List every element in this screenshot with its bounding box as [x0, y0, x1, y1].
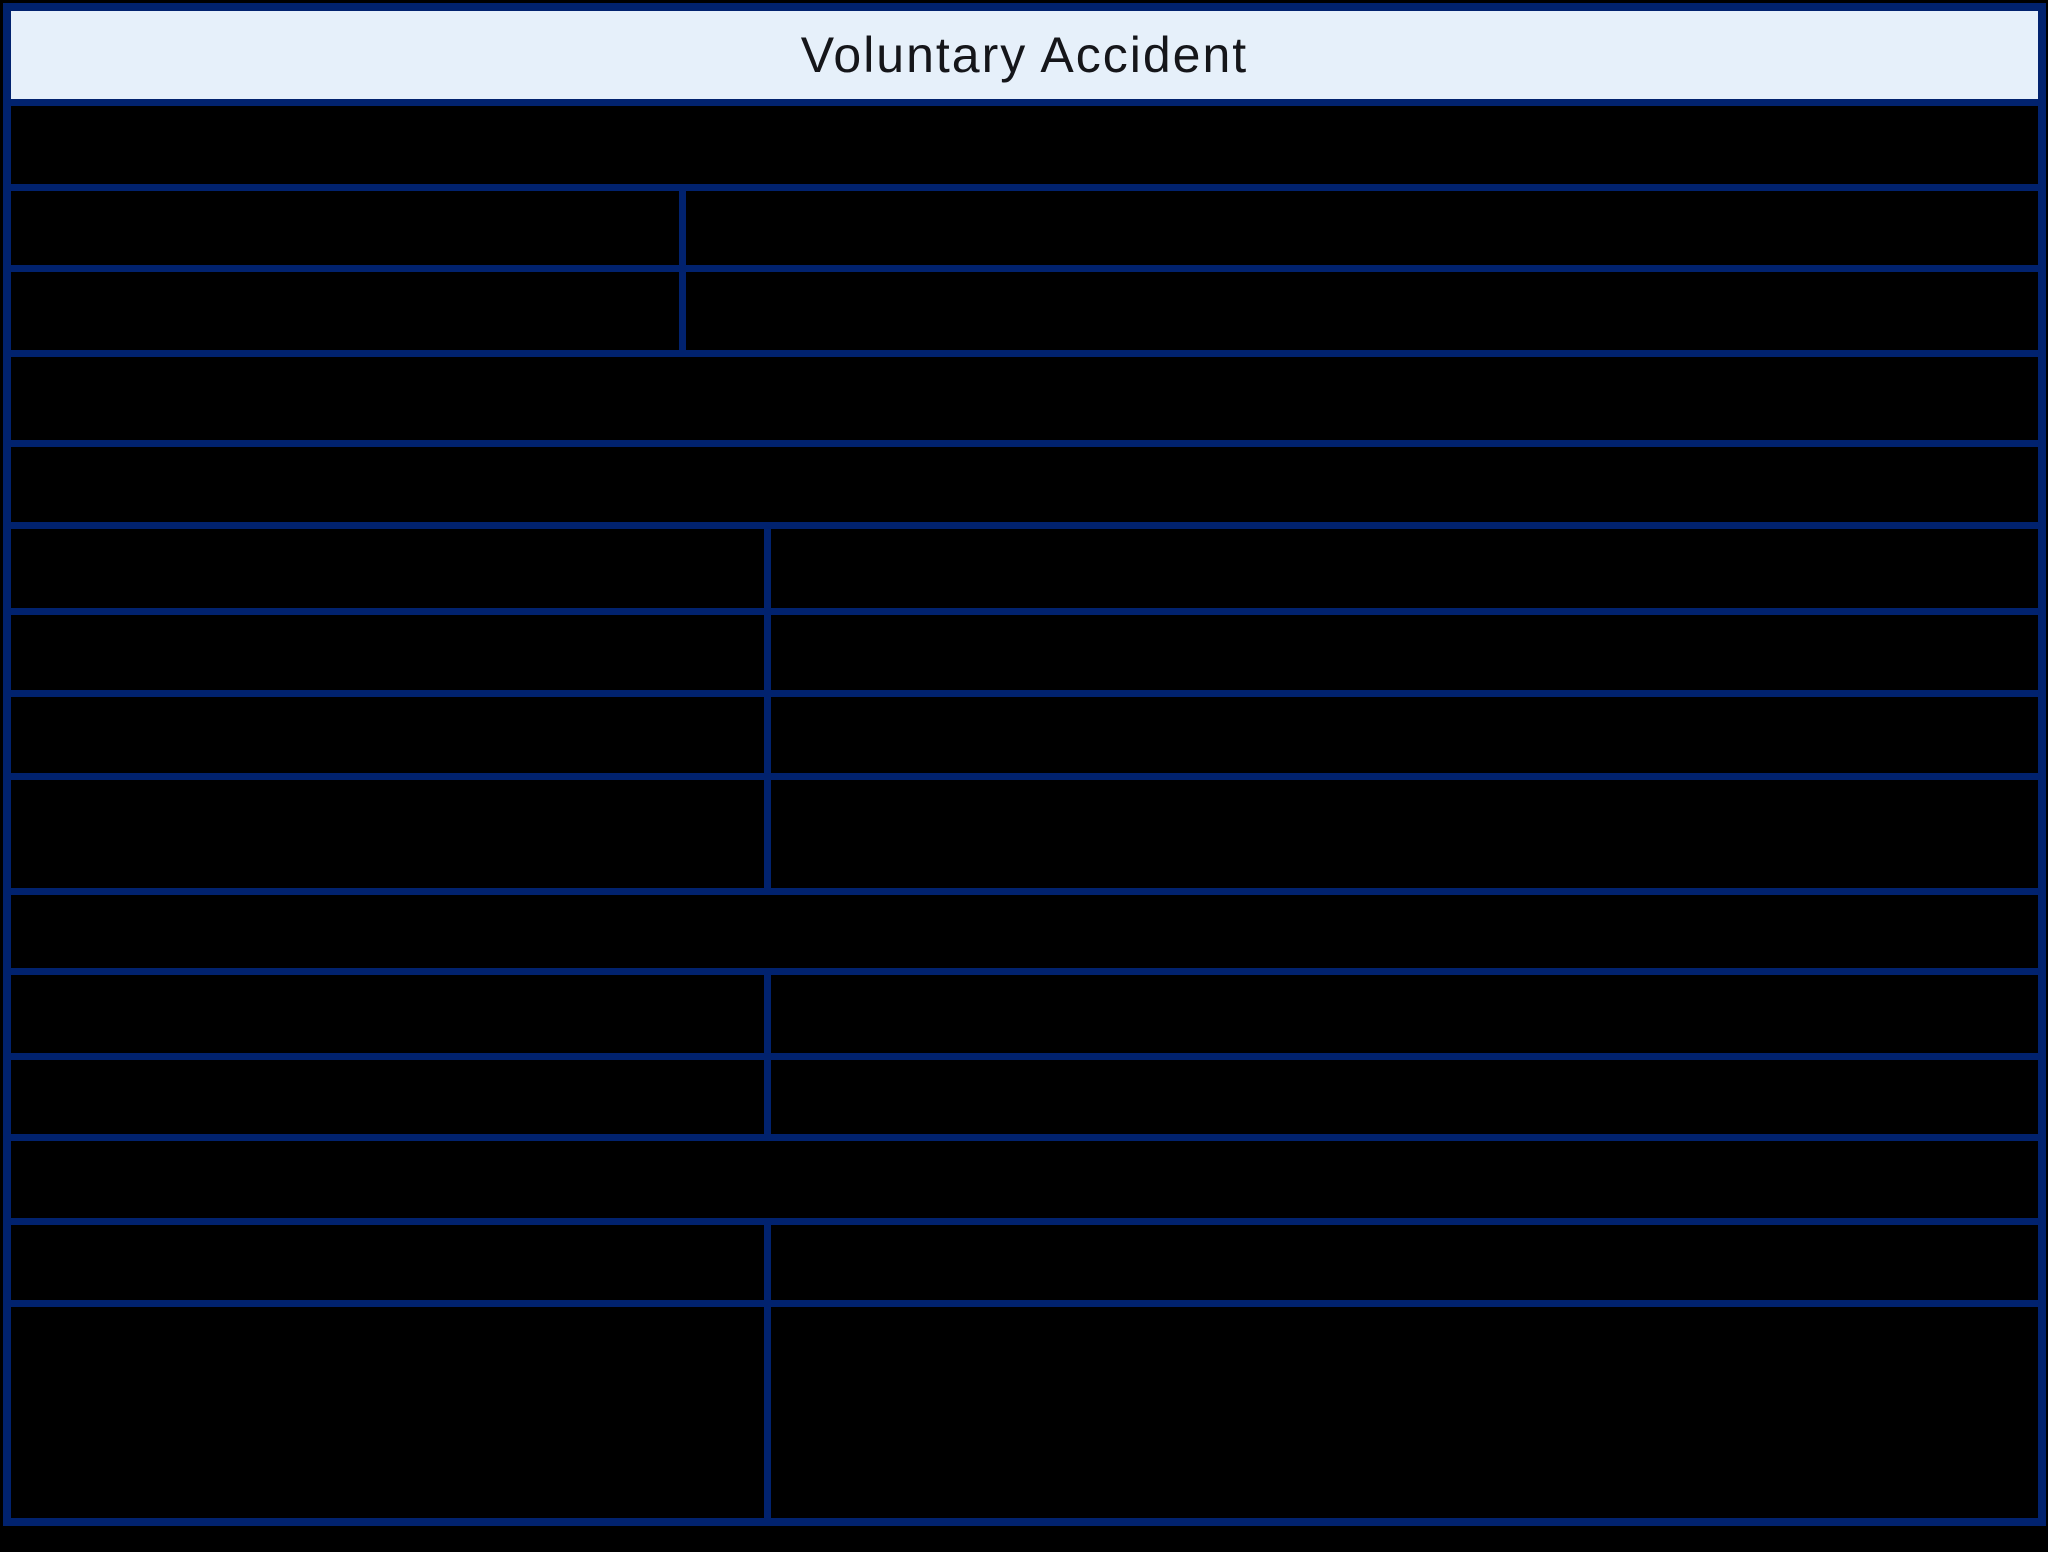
table-cell [11, 529, 771, 608]
table-cell [771, 780, 2038, 888]
table-cell [11, 1307, 771, 1518]
table-row [11, 1300, 2038, 1518]
table-row [11, 522, 2038, 608]
table-row [11, 99, 2038, 184]
table-cell [11, 895, 2038, 968]
table-cell [11, 615, 771, 690]
table-cell [11, 975, 771, 1053]
table-cell [686, 191, 2038, 265]
table-row [11, 773, 2038, 888]
table-cell [11, 1141, 2038, 1218]
table-row [11, 350, 2038, 440]
table-title-bar: Voluntary Accident [11, 11, 2038, 99]
table-row [11, 888, 2038, 968]
table-row [11, 1134, 2038, 1218]
table-cell [771, 615, 2038, 690]
table-cell [11, 780, 771, 888]
table-row [11, 690, 2038, 773]
table-body [11, 99, 2038, 1518]
table-cell [771, 697, 2038, 773]
table-cell [11, 1225, 771, 1300]
table-row [11, 440, 2038, 522]
table-cell [11, 191, 686, 265]
table-row [11, 608, 2038, 690]
table-cell [11, 272, 686, 350]
table-row [11, 1053, 2038, 1134]
table-row [11, 184, 2038, 265]
table-cell [771, 975, 2038, 1053]
table-cell [11, 697, 771, 773]
table-cell [771, 1225, 2038, 1300]
table-cell [11, 357, 2038, 440]
table-row [11, 265, 2038, 350]
table-cell [11, 106, 2038, 184]
table-cell [11, 447, 2038, 522]
table-title: Voluntary Accident [800, 27, 1249, 83]
table-row [11, 1218, 2038, 1300]
voluntary-accident-table: Voluntary Accident [3, 3, 2046, 1526]
table-cell [771, 1307, 2038, 1518]
table-cell [11, 1060, 771, 1134]
table-cell [771, 529, 2038, 608]
table-cell [686, 272, 2038, 350]
table-cell [771, 1060, 2038, 1134]
table-row [11, 968, 2038, 1053]
